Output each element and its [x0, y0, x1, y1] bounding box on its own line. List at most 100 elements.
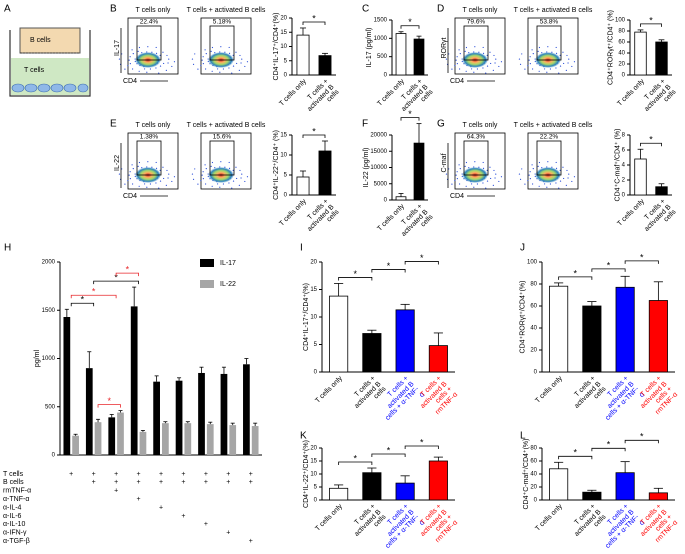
event-dot	[211, 46, 214, 49]
event-dot	[498, 180, 500, 183]
panel-letter: D	[437, 4, 444, 15]
event-dot	[538, 185, 540, 187]
diagram-label: B cells	[30, 37, 51, 44]
event-dot	[490, 177, 492, 180]
bar	[428, 460, 448, 501]
event-dot	[167, 177, 169, 179]
treatment-label: B cells	[3, 479, 24, 486]
y-tick-label: 40	[618, 51, 625, 57]
event-dot	[201, 59, 203, 61]
bar	[582, 491, 602, 501]
event-dot	[558, 187, 560, 189]
panel-letter: A	[4, 4, 11, 15]
treatment-mark: +	[181, 513, 185, 520]
significance-label: *	[108, 396, 112, 406]
event-dot	[128, 174, 130, 176]
event-dot	[235, 166, 237, 168]
event-dot	[228, 161, 230, 164]
bar	[395, 33, 407, 76]
event-dot	[445, 173, 448, 175]
y-tick-label: 6	[622, 148, 626, 154]
event-dot	[555, 52, 558, 54]
y-tick-label: 5	[314, 342, 318, 348]
event-dot	[124, 68, 126, 70]
bar	[318, 55, 332, 76]
y-axis-label: IL-17	[114, 40, 121, 56]
event-dot	[228, 67, 230, 69]
event-dot	[482, 67, 484, 69]
gate	[136, 140, 162, 176]
plot-title: T cells only	[136, 122, 171, 129]
event-dot	[547, 46, 549, 48]
y-tick-label: 100	[527, 260, 538, 266]
y-tick-label: 5	[284, 173, 288, 179]
panel-letter: L	[520, 431, 526, 442]
y-tick-label: 40	[530, 326, 537, 332]
event-dot	[232, 65, 235, 67]
plot-title: T cells + activated B cells	[514, 7, 593, 14]
event-dot	[519, 63, 522, 65]
event-dot	[204, 183, 207, 185]
gate	[536, 25, 562, 61]
event-dot	[524, 68, 526, 70]
y-axis-label: IL-17 (pg/ml)	[366, 28, 373, 68]
event-dot	[244, 180, 246, 183]
legend-label: IL-22	[220, 281, 236, 288]
event-dot	[455, 174, 457, 176]
significance-label: *	[126, 264, 130, 274]
treatment-mark: +	[92, 471, 96, 478]
y-axis-label: CD4⁺C-maf⁺/CD4⁺(%)	[523, 439, 530, 510]
event-dot	[158, 187, 160, 189]
treatment-mark: +	[159, 471, 163, 478]
gate-percent: 53.8%	[540, 19, 559, 26]
event-dot	[118, 58, 121, 60]
significance-bracket	[70, 294, 117, 299]
bar	[549, 285, 569, 373]
y-axis-label: IL-22	[114, 155, 121, 171]
y-tick-label: 20	[530, 348, 537, 354]
event-dot	[232, 169, 234, 171]
event-dot	[451, 68, 453, 70]
event-dot	[163, 62, 165, 65]
event-dot	[459, 53, 461, 55]
treatment-label: rmTNF-α	[3, 488, 31, 495]
gate-percent: 22.2%	[540, 134, 559, 141]
event-dot	[143, 183, 146, 185]
event-dot	[485, 187, 487, 189]
significance-bracket	[371, 269, 406, 273]
event-dot	[458, 68, 461, 70]
event-dot	[155, 182, 157, 184]
event-dot	[529, 62, 531, 65]
treatment-mark: +	[204, 521, 208, 528]
gate	[536, 140, 562, 176]
event-dot	[482, 167, 485, 169]
plot-title: T cells only	[136, 7, 171, 14]
y-axis-label: CD4⁺RORγt⁺/CD4⁺(%)	[520, 281, 527, 354]
treatment-mark: +	[159, 479, 163, 486]
event-dot	[239, 169, 241, 172]
event-dot	[146, 71, 148, 73]
significance-label: *	[312, 13, 316, 23]
significance-bracket	[558, 276, 593, 280]
event-dot	[173, 61, 176, 63]
event-dot	[204, 164, 206, 166]
event-dot	[232, 54, 234, 56]
event-dot	[127, 180, 129, 182]
bar	[229, 425, 237, 455]
significance-bracket	[404, 261, 439, 265]
bar	[615, 286, 635, 373]
transwell-diagram: A B cells T cells	[4, 4, 91, 97]
significance-label: *	[649, 15, 653, 25]
gate	[463, 25, 489, 61]
event-dot	[518, 58, 521, 60]
bar	[362, 333, 382, 373]
event-dot	[143, 68, 146, 70]
event-dot	[559, 169, 561, 171]
event-dot	[162, 51, 164, 53]
event-dot	[493, 54, 495, 57]
event-dot	[500, 176, 503, 178]
y-tick-label: 10	[310, 315, 317, 321]
event-dot	[486, 54, 488, 56]
event-dot	[537, 165, 539, 167]
